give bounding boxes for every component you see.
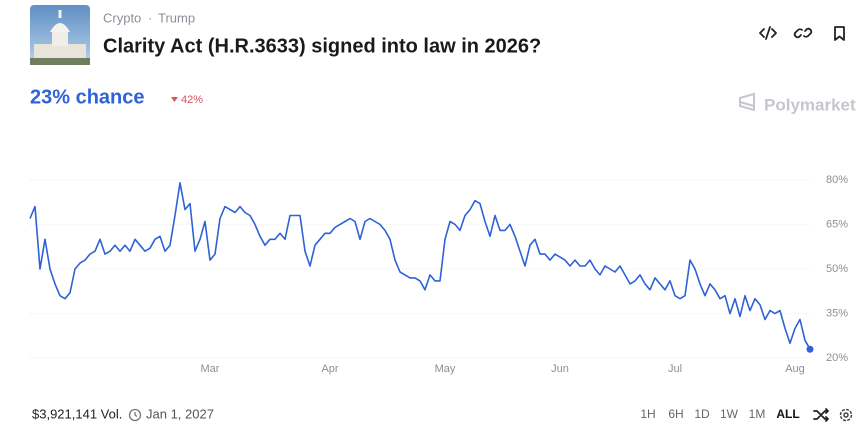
breadcrumb[interactable]: Trump [158, 10, 195, 25]
brand-name: Polymarket [764, 95, 856, 114]
y-tick-label: 80% [826, 174, 848, 186]
chart: 20% 35% 50% 65% 80% Mar Apr May Jun Jul Aug [29, 174, 848, 375]
range-button[interactable]: 6H [668, 407, 683, 421]
volume: $3,921,141 Vol. [32, 406, 122, 421]
range-button[interactable]: 1M [749, 407, 766, 421]
x-tick-label: May [435, 363, 456, 375]
range-button[interactable]: 1W [720, 407, 739, 421]
breadcrumb-separator: · [148, 10, 152, 25]
range-button[interactable]: 1D [694, 407, 710, 421]
change-value: 42% [181, 94, 203, 106]
y-tick-label: 35% [826, 307, 848, 319]
settings-button[interactable] [839, 408, 853, 422]
brand-logo [739, 92, 755, 112]
market-title: Clarity Act (H.R.3633) signed into law i… [103, 35, 541, 57]
range-button[interactable]: 1H [640, 407, 655, 421]
x-tick-label: Jun [551, 363, 569, 375]
price-line [29, 182, 811, 350]
current-point [806, 345, 814, 353]
y-tick-label: 50% [826, 263, 848, 275]
change-arrow [171, 97, 178, 102]
breadcrumb[interactable]: Crypto [103, 10, 141, 25]
chance-value: 23% chance [30, 86, 145, 108]
range-button[interactable]: ALL [776, 407, 799, 421]
bookmark-button[interactable] [834, 26, 845, 41]
market-image [30, 5, 90, 65]
x-tick-label: Mar [201, 363, 220, 375]
range-selector: 1H 6H 1D 1W 1M ALL [640, 407, 799, 421]
x-tick-label: Apr [321, 363, 338, 375]
y-tick-label: 20% [826, 352, 848, 364]
x-tick-label: Aug [785, 363, 805, 375]
link-button[interactable] [793, 27, 813, 39]
x-tick-label: Jul [668, 363, 682, 375]
embed-button[interactable] [759, 26, 777, 40]
y-tick-label: 65% [826, 218, 848, 230]
compare-button[interactable] [813, 408, 829, 422]
end-date: Jan 1, 2027 [146, 406, 214, 421]
clock-icon [128, 408, 142, 422]
